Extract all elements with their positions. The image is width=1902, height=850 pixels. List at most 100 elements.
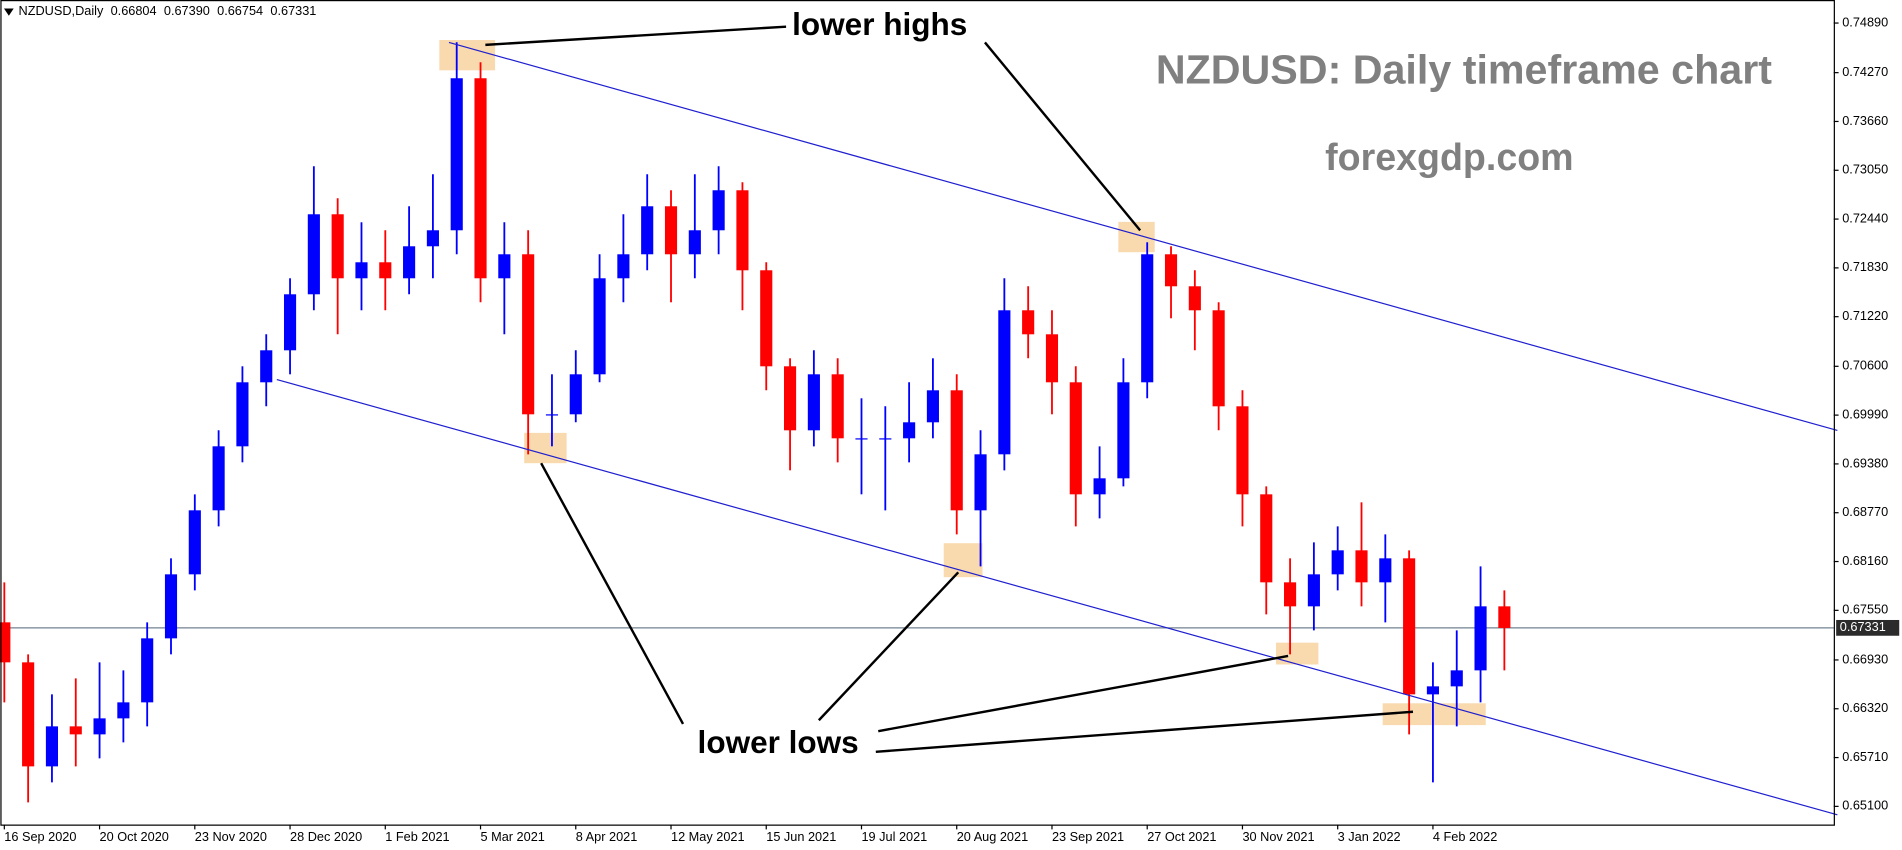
y-tick-label: 0.68770 (1842, 504, 1888, 519)
candle-body (188, 510, 201, 575)
candle-body (141, 638, 154, 703)
x-tick-label: 30 Nov 2021 (1242, 829, 1314, 844)
chart-subtitle: forexgdp.com (1325, 136, 1573, 178)
pointer-line (984, 41, 1142, 232)
candle-body (498, 254, 511, 279)
header-value: 0.66804 (111, 3, 157, 18)
candle-body (1474, 606, 1487, 671)
candle-body (1498, 606, 1511, 628)
candle-body (45, 726, 59, 767)
y-tick-label: 0.66320 (1842, 700, 1888, 715)
candle-body (974, 454, 987, 511)
candle-body (260, 350, 273, 383)
candle-body (1212, 310, 1225, 407)
candle-body (212, 446, 225, 511)
candle-body (1093, 478, 1106, 495)
y-tick-label: 0.69990 (1842, 406, 1888, 421)
y-tick-label: 0.69380 (1842, 455, 1888, 470)
channel-lower (276, 378, 1838, 816)
highlight-box (943, 543, 983, 578)
chart-title: NZDUSD: Daily timeframe chart (1156, 47, 1772, 93)
candle-body (1307, 574, 1320, 607)
symbol-header: NZDUSD,Daily 0.66804 0.67390 0.66754 0.67331 (19, 3, 317, 18)
pointer-line (540, 462, 685, 725)
candle-body (1355, 550, 1368, 583)
y-tick-label: 0.73050 (1842, 162, 1888, 177)
header-value: 0.67331 (270, 3, 316, 18)
candle-body (236, 382, 249, 447)
candle-body (950, 390, 963, 511)
candle-body (1188, 286, 1201, 311)
y-tick-label: 0.74270 (1842, 64, 1888, 79)
y-tick-label: 0.68160 (1842, 553, 1888, 568)
candle-body (0, 622, 11, 663)
x-tick-label: 15 Jun 2021 (766, 829, 836, 844)
x-tick-label: 28 Dec 2020 (290, 829, 362, 844)
candle-body (903, 422, 916, 439)
y-tick-label: 0.73660 (1842, 113, 1888, 128)
candle-body (522, 254, 535, 415)
candle-body (1022, 310, 1035, 335)
channel (276, 41, 1838, 816)
x-tick-label: 27 Oct 2021 (1147, 829, 1216, 844)
y-tick-label: 0.71830 (1842, 259, 1888, 274)
candle-body (450, 78, 463, 231)
menu-arrow (3, 8, 14, 16)
candle-body (593, 278, 606, 375)
header-value: 0.66754 (217, 3, 263, 18)
candle-body (926, 390, 939, 423)
candle-body (545, 414, 559, 416)
candle-body (1260, 494, 1273, 583)
candle-body (69, 726, 82, 735)
candle-body (1331, 550, 1344, 575)
candle-body (855, 438, 868, 440)
x-tick-label: 23 Nov 2020 (195, 829, 267, 844)
pointer-line (485, 25, 787, 47)
x-tick-label: 4 Feb 2022 (1433, 829, 1497, 844)
pointer-lines (485, 25, 1414, 753)
channel-upper (448, 41, 1838, 432)
candle-body (283, 294, 297, 351)
candle-body (831, 374, 844, 439)
candle-body (403, 246, 416, 279)
x-tick-label: 16 Sep 2020 (4, 829, 76, 844)
current-price-box (1836, 619, 1900, 636)
candle-body (22, 662, 35, 767)
candle-body (879, 438, 892, 440)
candle-body (998, 310, 1011, 455)
candle-body (1045, 334, 1059, 383)
axes: 0.74890 0.74270 0.73660 0.73050 0.72440 0.718… (0, 14, 1900, 844)
candle-body (1284, 582, 1297, 607)
candle-body (736, 190, 749, 271)
y-tick-label: 0.72440 (1842, 210, 1888, 225)
candle-body (688, 230, 701, 255)
highlight-box (1275, 642, 1319, 665)
candle-body (1236, 406, 1249, 495)
candle-body (1141, 254, 1154, 383)
candle-body (331, 214, 344, 279)
candle-body (307, 214, 320, 295)
candle-body (1426, 686, 1439, 695)
y-tick-label: 0.66930 (1842, 651, 1888, 666)
candle-body (1450, 670, 1463, 687)
y-tick-label: 0.70600 (1842, 358, 1888, 373)
x-tick-label: 20 Oct 2020 (100, 829, 169, 844)
candle-body (664, 206, 678, 255)
y-tick-label: 0.67550 (1842, 602, 1888, 617)
candle-body (1403, 558, 1416, 695)
x-tick-label: 12 May 2021 (671, 829, 745, 844)
highlight-box (1382, 703, 1486, 726)
pointer-line (878, 654, 1289, 733)
candle-body (807, 374, 820, 431)
x-tick-label: 19 Jul 2021 (861, 829, 927, 844)
current-price-label: 0.67331 (1840, 619, 1886, 634)
candle-body (783, 366, 797, 431)
candle-body (641, 206, 654, 255)
x-tick-label: 8 Apr 2021 (576, 829, 638, 844)
candle-body (355, 262, 368, 279)
candle-body (569, 374, 582, 415)
pointer-line (875, 710, 1414, 753)
candles (0, 42, 1511, 803)
candle-body (117, 702, 130, 719)
